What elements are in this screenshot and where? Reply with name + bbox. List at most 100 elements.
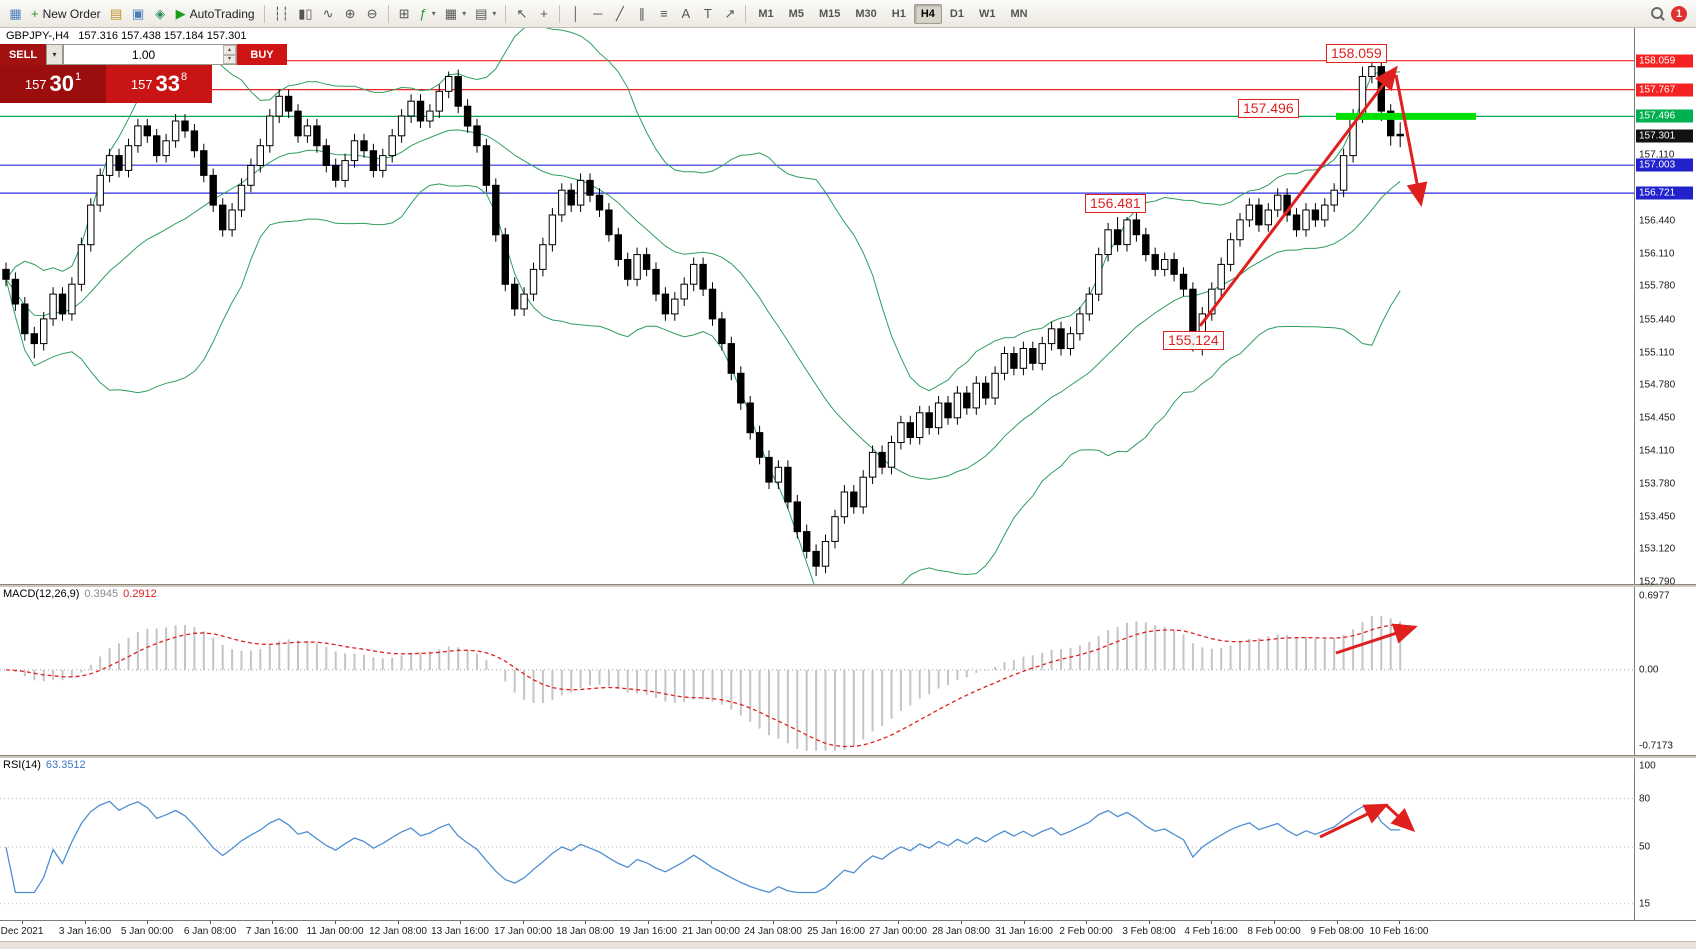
crosshair-icon: + [540,6,548,21]
time-axis-label: 28 Jan 08:00 [932,926,990,937]
time-axis[interactable]: Dec 2021 3 Jan 16:00 5 Jan 00:00 6 Jan 08:0… [0,920,1696,941]
cursor-icon: ↖ [516,6,528,21]
axis-tick [1274,921,1275,924]
rsi-scale[interactable]: 100 80 50 15 [1634,758,1695,920]
text-icon[interactable]: A [675,3,696,25]
toolbar-separator [745,4,747,23]
buy-price[interactable]: 157 33 8 [106,65,212,103]
volume-decrease-button[interactable]: ▾ [223,54,236,64]
panel-separator[interactable] [0,755,1696,758]
volume-input[interactable] [64,45,223,64]
time-axis-label: 2 Feb 00:00 [1059,926,1113,937]
time-axis-label: 4 Feb 16:00 [1184,926,1238,937]
horizontal-line-icon[interactable]: ─ [587,3,608,25]
cursor-icon[interactable]: ↖ [511,3,532,25]
templates-icon: ▤ [475,6,488,21]
macd-main-value: 0.3945 [84,588,119,600]
rsi-scale-label: 80 [1639,793,1651,804]
time-axis-label: 25 Jan 16:00 [807,926,865,937]
zoom-in-icon[interactable]: ⊕ [340,3,361,25]
axis-tick [22,921,23,924]
time-axis-label: 7 Jan 16:00 [245,926,299,937]
trendline-icon[interactable]: ╱ [609,3,630,25]
candlestick-icon[interactable]: ▮▯ [294,3,316,25]
macd-canvas[interactable]: MACD(12,26,9) 0.3945 0.2912 [0,587,1634,755]
rsi-panel: RSI(14) 63.3512 100 80 50 15 [0,758,1696,920]
notification-badge[interactable]: 1 [1671,5,1687,22]
scripts-icon[interactable]: ◈ [150,3,171,25]
sell-price[interactable]: 157 30 1 [0,65,106,103]
label-icon: T [703,6,712,21]
timeframe-d1[interactable]: D1 [943,4,971,24]
price-chart-canvas[interactable]: GBPJPY-,H4 157.316 157.438 157.184 157.3… [0,28,1634,584]
bar-chart-icon: ┆┆ [273,6,290,21]
timeframe-mn[interactable]: MN [1003,4,1034,24]
price-scale-label: 156.110 [1639,248,1675,260]
axis-tick [398,921,399,924]
macd-scale[interactable]: 0.6977 0.00 -0.7173 [1634,587,1695,755]
bar-chart-icon[interactable]: ┆┆ [270,3,294,25]
templates-icon[interactable]: ▤ ▾ [471,3,500,25]
new-chart-icon[interactable]: ▦ [5,3,26,25]
price-label-annotation[interactable]: 158.059 [1326,44,1387,63]
line-chart-icon[interactable]: ∿ [318,3,339,25]
macd-scale-label: 0.00 [1639,664,1659,676]
time-axis-label: 3 Feb 08:00 [1122,926,1176,937]
experts-icon[interactable]: ▣ [128,3,149,25]
line-chart-icon: ∿ [322,6,334,21]
timeframe-m5[interactable]: M5 [782,4,811,24]
price-label-annotation[interactable]: 155.124 [1163,331,1224,350]
new-order-button[interactable]: + New Order [27,3,105,25]
price-level-tag: 157.767 [1636,83,1693,97]
time-axis-label: 21 Jan 00:00 [682,926,740,937]
timeframe-h4[interactable]: H4 [913,3,942,24]
chart-profile-icon[interactable]: ▤ [106,3,127,25]
volume-dropdown-button[interactable]: ▾ [46,44,63,65]
price-label-annotation[interactable]: 156.481 [1085,194,1146,213]
macd-chart [0,616,1634,751]
arrows-icon: ↗ [724,6,736,21]
channel-icon[interactable]: ∥ [631,3,652,25]
price-scale-label: 155.780 [1639,280,1676,292]
autotrading-button[interactable]: ▶ AutoTrading [172,3,259,25]
autotrading-button-label: AutoTrading [189,6,255,21]
axis-tick [898,921,899,924]
timeframe-h1[interactable]: H1 [885,4,913,24]
buy-button[interactable]: BUY [237,44,287,65]
vertical-line-icon: │ [571,6,580,21]
candlestick-icon: ▮▯ [298,6,313,21]
sell-button[interactable]: SELL [0,44,46,65]
axis-tick [1086,921,1087,924]
price-label-annotation[interactable]: 157.496 [1238,99,1299,118]
price-scale[interactable]: 158.059 157.767 157.496 157.301 157.110 157.0… [1634,28,1695,588]
panel-separator[interactable] [0,584,1696,587]
rsi-scale-label: 50 [1639,841,1651,853]
indicators-icon[interactable]: ƒ ▾ [416,3,440,25]
label-icon[interactable]: T [697,3,718,25]
fibonacci-icon[interactable]: ≡ [653,3,674,25]
axis-tick [272,921,273,924]
axis-tick [836,921,837,924]
chart-profile-icon: ▤ [109,6,123,21]
rsi-canvas[interactable]: RSI(14) 63.3512 [0,758,1634,920]
price-scale-label: 153.120 [1639,543,1676,555]
vertical-line-icon[interactable]: │ [565,3,586,25]
periods-icon: ▦ [444,6,458,21]
crosshair-icon[interactable]: + [533,3,554,25]
volume-increase-button[interactable]: ▴ [223,45,236,55]
axis-tick [711,921,712,924]
price-level-tag: 157.496 [1636,109,1693,123]
periods-icon[interactable]: ▦ ▾ [441,3,470,25]
timeframe-m30[interactable]: M30 [848,4,883,24]
search-icon[interactable] [1650,6,1666,22]
tile-windows-icon[interactable]: ⊞ [394,3,415,25]
trendline-icon: ╱ [615,6,624,21]
timeframe-w1[interactable]: W1 [972,4,1003,24]
arrows-icon[interactable]: ↗ [719,3,740,25]
zoom-out-icon[interactable]: ⊖ [362,3,383,25]
current-price-tag: 157.301 [1636,129,1693,143]
axis-tick [210,921,211,924]
timeframe-m15[interactable]: M15 [812,4,847,24]
timeframe-m1[interactable]: M1 [751,4,780,24]
